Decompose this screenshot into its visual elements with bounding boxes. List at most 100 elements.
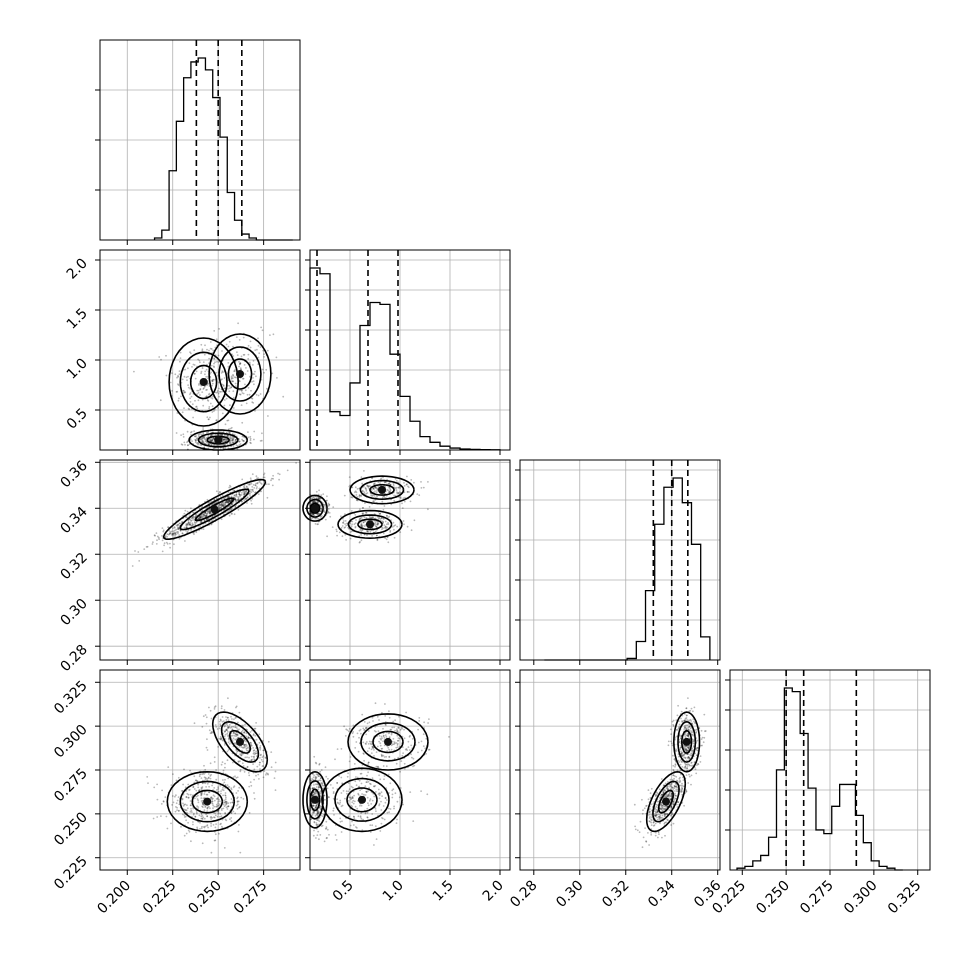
sample-point [362,521,365,524]
sample-point [172,527,174,530]
sample-point [259,768,261,770]
sample-point [206,807,209,810]
sample-point [214,839,217,842]
sample-point [685,774,688,776]
sample-point [252,373,255,375]
sample-point [221,504,224,506]
sample-point [340,748,343,750]
sample-point [229,818,231,821]
sample-point [230,820,233,822]
sample-point [224,762,226,765]
sample-point [209,402,212,405]
sample-point [203,773,206,775]
sample-point [190,507,192,510]
sample-point [201,782,204,785]
sample-point [313,500,316,503]
sample-point [322,787,325,790]
sample-point [227,741,230,744]
sample-point [362,741,365,744]
sample-point [373,755,375,757]
sample-point [197,441,199,444]
sample-point [259,748,262,751]
sample-point [221,383,224,386]
sample-point [365,512,368,514]
sample-point [258,481,261,483]
sample-point [261,760,264,763]
sample-point [233,370,236,373]
sample-point [233,498,236,500]
density-peak [199,378,208,386]
sample-point [239,389,241,392]
sample-point [324,766,327,769]
sample-point [221,716,224,718]
sample-point [167,766,170,768]
sample-point [249,439,252,442]
sample-point [231,439,234,442]
sample-point [380,477,383,480]
sample-point [232,439,235,442]
sample-point [204,512,207,514]
sample-point [222,769,225,772]
sample-point [190,519,193,522]
sample-point [189,518,191,521]
sample-point [388,515,391,518]
sample-point [201,438,204,440]
sample-point [229,437,232,439]
sample-point [324,506,327,508]
sample-point [208,357,211,360]
sample-point [263,476,266,479]
sample-point [249,477,252,480]
sample-point [201,506,203,508]
sample-point [366,807,369,810]
sample-point [174,535,177,537]
sample-point [179,360,181,363]
sample-point [650,821,653,824]
sample-point [381,795,383,797]
sample-point [204,370,207,373]
sample-point [265,773,267,776]
sample-point [190,529,192,531]
sample-point [661,810,664,812]
sample-point [208,791,210,794]
sample-point [316,501,319,504]
sample-point [244,723,246,726]
sample-point [200,343,203,346]
sample-point [174,373,177,376]
sample-point [222,438,225,441]
sample-point [214,812,217,815]
sample-point [254,349,257,352]
sample-point [656,818,659,821]
sample-point [315,762,318,765]
sample-point [650,814,653,816]
sample-point [403,728,405,731]
sample-point [422,745,425,748]
sample-point [210,822,213,825]
sample-point [387,541,390,544]
sample-point [209,511,212,514]
sample-point [266,349,269,352]
sample-point [357,815,360,818]
sample-point [391,740,394,743]
sample-point [201,441,203,443]
sample-point [199,515,202,518]
sample-point [222,443,224,446]
sample-point [224,438,227,441]
sample-point [205,813,208,816]
sample-point [182,389,185,392]
sample-point [243,364,246,366]
sample-point [420,481,422,483]
sample-point [220,502,223,504]
sample-point [645,840,647,842]
sample-point [145,546,148,548]
sample-point [315,792,317,795]
sample-point [368,740,371,743]
density-peak [236,737,244,746]
sample-point [214,724,217,726]
sample-point [340,526,343,529]
sample-point [383,737,386,739]
sample-point [240,746,243,748]
sample-point [363,759,365,762]
sample-point [326,535,328,538]
sample-point [375,525,377,528]
sample-point [212,444,215,447]
